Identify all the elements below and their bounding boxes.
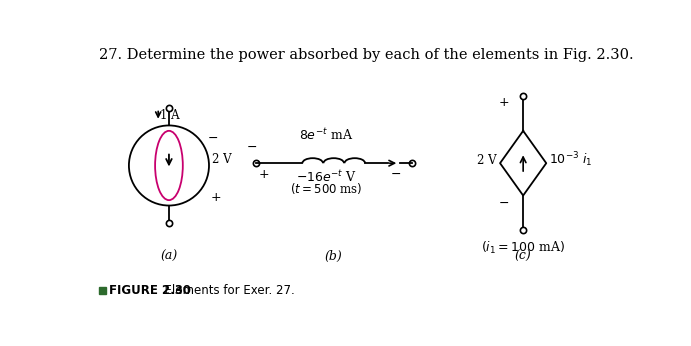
Text: (a): (a): [160, 250, 178, 263]
Text: 27. Determine the power absorbed by each of the elements in Fig. 2.30.: 27. Determine the power absorbed by each…: [99, 48, 634, 62]
Text: $-16e^{-t}$ V: $-16e^{-t}$ V: [296, 169, 357, 185]
Text: 2 V: 2 V: [477, 154, 497, 167]
Text: −: −: [207, 131, 218, 145]
Text: 2 V: 2 V: [212, 153, 231, 166]
Text: −: −: [247, 141, 257, 154]
Text: −: −: [390, 168, 401, 181]
Text: $10^{-3}\ i_1$: $10^{-3}\ i_1$: [549, 151, 593, 170]
Bar: [99, 287, 106, 294]
Text: $8e^{-t}$ mA: $8e^{-t}$ mA: [299, 127, 353, 143]
Text: +: +: [211, 191, 221, 204]
Text: Elements for Exer. 27.: Elements for Exer. 27.: [158, 284, 295, 297]
Text: $(i_1 = 100$ mA$)$: $(i_1 = 100$ mA$)$: [481, 239, 565, 255]
Text: 1 A: 1 A: [160, 109, 180, 121]
Text: $(t = 500$ ms$)$: $(t = 500$ ms$)$: [290, 181, 362, 196]
Text: +: +: [499, 96, 509, 109]
Text: (b): (b): [325, 250, 343, 263]
Text: +: +: [259, 168, 269, 181]
Text: −: −: [499, 197, 509, 210]
Text: FIGURE 2.30: FIGURE 2.30: [109, 284, 191, 297]
Text: (c): (c): [515, 250, 531, 263]
